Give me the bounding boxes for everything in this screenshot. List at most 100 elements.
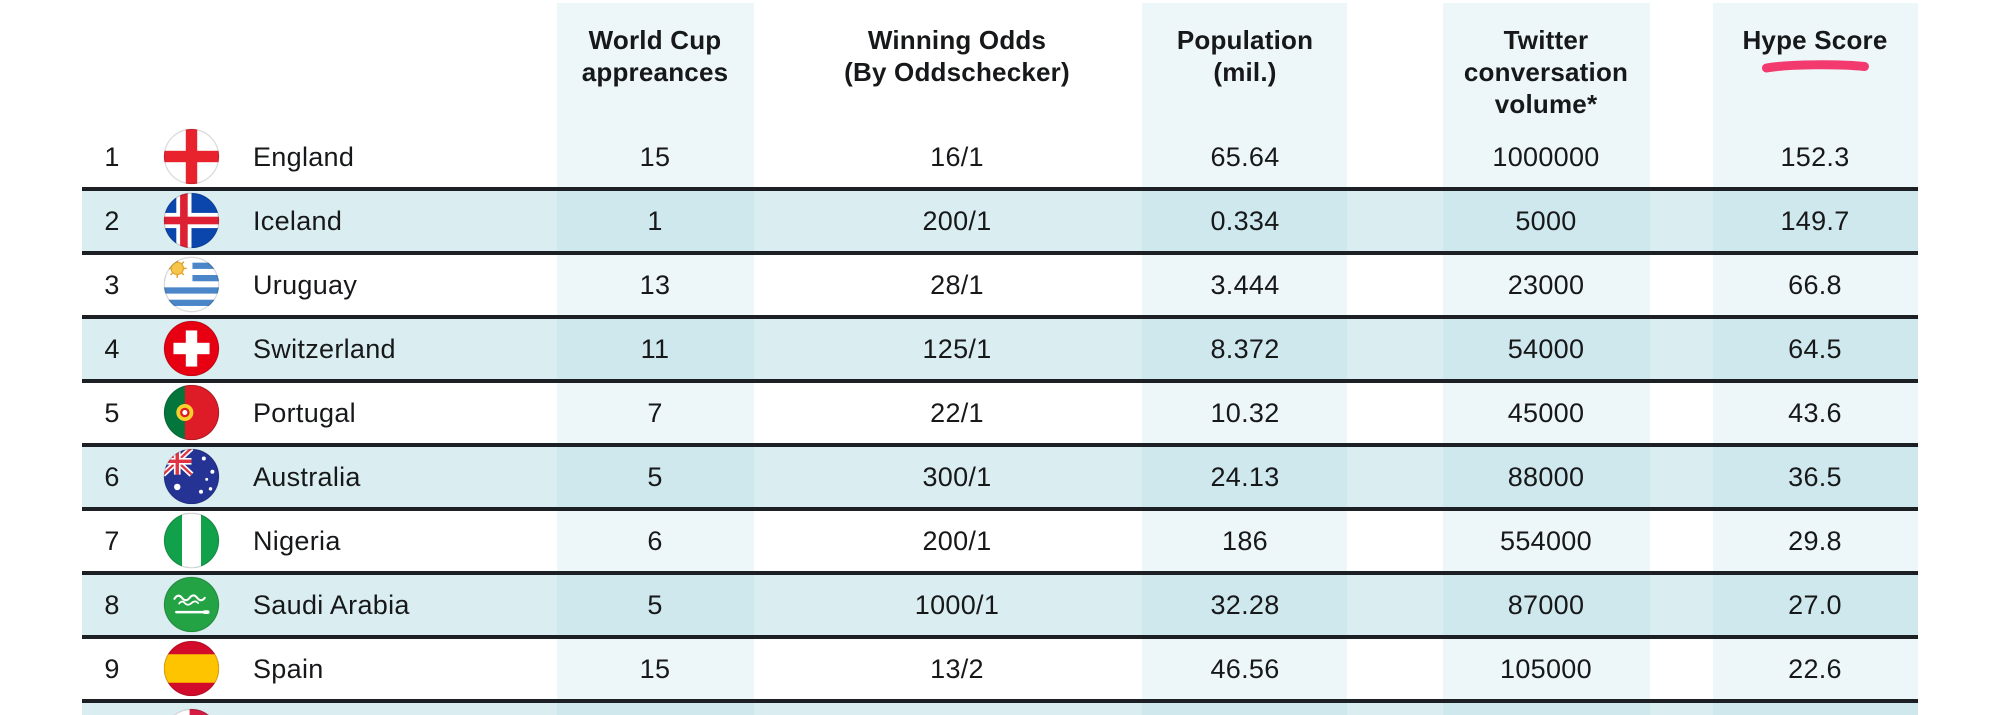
appearances-value: 15 <box>639 654 671 684</box>
rank-number: 3 <box>104 270 120 300</box>
appearances-value: 15 <box>639 142 671 172</box>
column-header-hype: Hype Score <box>1742 24 1887 74</box>
odds-value: 125/1 <box>922 334 992 364</box>
country-name: Australia <box>253 462 361 492</box>
country-name: England <box>253 142 355 172</box>
rank-number <box>82 703 142 715</box>
odds-value: 22/1 <box>930 398 984 428</box>
hype-value: 152.3 <box>1780 142 1850 172</box>
portugal-flag-icon <box>163 384 220 441</box>
twitter-value: 54000 <box>1507 334 1585 364</box>
header-line: Twitter <box>1503 25 1589 55</box>
header-line: Population <box>1176 25 1314 55</box>
population-value <box>1145 703 1345 715</box>
column-header-twitter: Twitter conversation volume* <box>1464 24 1628 120</box>
column-stripe-twitter <box>1443 3 1650 715</box>
rank-number: 5 <box>104 398 120 428</box>
twitter-value <box>1446 703 1646 715</box>
header-line: conversation <box>1463 57 1629 87</box>
rank-number: 8 <box>104 590 120 620</box>
hype-value <box>1715 703 1915 715</box>
england-flag-icon <box>163 128 220 185</box>
hype-value: 36.5 <box>1788 462 1842 492</box>
uruguay-flag-icon <box>163 256 220 313</box>
hype-value: 27.0 <box>1788 590 1842 620</box>
population-value: 186 <box>1222 526 1268 556</box>
odds-value: 16/1 <box>930 142 984 172</box>
hype-value: 149.7 <box>1780 206 1850 236</box>
twitter-value: 105000 <box>1500 654 1592 684</box>
twitter-value: 5000 <box>1515 206 1577 236</box>
odds-value: 200/1 <box>922 526 992 556</box>
odds-value: 1000/1 <box>914 590 1000 620</box>
appearances-value: 5 <box>647 590 663 620</box>
rank-number: 9 <box>104 654 120 684</box>
header-line: (By Oddschecker) <box>844 57 1070 87</box>
table-row: 1 England 15 16/1 65.64 1000000 152.3 <box>82 127 1918 191</box>
appearances-value: 11 <box>640 334 670 364</box>
hype-value: 64.5 <box>1788 334 1842 364</box>
country-name: Spain <box>253 654 324 684</box>
pink-marker-underline <box>1761 60 1869 73</box>
column-header-population: Population (mil.) <box>1177 24 1313 88</box>
population-value: 3.444 <box>1210 270 1280 300</box>
header-line: appreances <box>581 57 729 87</box>
table-row: 4 Switzerland 11 125/1 8.372 54000 64.5 <box>82 319 1918 383</box>
rank-number: 4 <box>104 334 120 364</box>
rank-number: 2 <box>104 206 120 236</box>
population-value: 10.32 <box>1210 398 1280 428</box>
header-line: Winning Odds <box>867 25 1047 55</box>
appearances-value: 1 <box>647 206 663 236</box>
population-value: 65.64 <box>1210 142 1280 172</box>
table-row: 7 Nigeria 6 200/1 186 554000 29.8 <box>82 511 1918 575</box>
table-row: 6 Australia 5 300/1 24.13 88000 <box>82 447 1918 511</box>
table-body: 1 England 15 16/1 65.64 1000000 152.3 2 … <box>82 127 1918 715</box>
header-line: volume* <box>1494 89 1598 119</box>
switzerland-flag-icon <box>163 320 220 377</box>
population-value: 46.56 <box>1210 654 1280 684</box>
column-stripe-population <box>1142 3 1347 715</box>
twitter-value: 45000 <box>1507 398 1585 428</box>
population-value: 8.372 <box>1210 334 1280 364</box>
white-red-partial-flag-icon <box>163 708 220 715</box>
appearances-value <box>555 703 755 715</box>
saudi-arabia-flag-icon <box>163 576 220 633</box>
header-line: Hype Score <box>1742 25 1888 55</box>
hype-value: 66.8 <box>1788 270 1842 300</box>
country-name: Iceland <box>253 206 343 236</box>
appearances-value: 7 <box>647 398 663 428</box>
rank-number: 6 <box>104 462 120 492</box>
appearances-value: 5 <box>647 462 663 492</box>
country-name: Switzerland <box>253 334 396 364</box>
header-line: World Cup <box>588 25 722 55</box>
column-header-odds: Winning Odds (By Oddschecker) <box>844 24 1070 88</box>
country-name: Nigeria <box>253 526 341 556</box>
table-row: 5 Portugal 7 22/1 10.32 45000 43.6 <box>82 383 1918 447</box>
iceland-flag-icon <box>163 192 220 249</box>
twitter-value: 554000 <box>1500 526 1592 556</box>
twitter-value: 87000 <box>1507 590 1585 620</box>
twitter-value: 23000 <box>1507 270 1585 300</box>
australia-flag-icon <box>163 448 220 505</box>
spain-flag-icon <box>163 640 220 697</box>
appearances-value: 13 <box>639 270 671 300</box>
country-name: Saudi Arabia <box>253 590 410 620</box>
twitter-value: 1000000 <box>1492 142 1600 172</box>
hype-value: 22.6 <box>1788 654 1842 684</box>
odds-value: 300/1 <box>922 462 992 492</box>
odds-value: 13/2 <box>930 654 984 684</box>
odds-value: 28/1 <box>930 270 984 300</box>
rank-number: 1 <box>104 142 120 172</box>
odds-value: 200/1 <box>922 206 992 236</box>
table-row: 3 Uruguay 13 28/1 3.444 23000 66.8 <box>82 255 1918 319</box>
table-row: 8 Saudi Arabia 5 1000/1 32.28 87000 27.0 <box>82 575 1918 639</box>
column-stripe-appearances <box>557 3 754 715</box>
population-value: 24.13 <box>1210 462 1280 492</box>
header-line: (mil.) <box>1213 57 1277 87</box>
odds-value <box>857 703 1057 715</box>
rank-number: 7 <box>104 526 120 556</box>
appearances-value: 6 <box>647 526 663 556</box>
table-row <box>82 703 1918 715</box>
table-row: 2 Iceland 1 200/1 0.334 5000 149.7 <box>82 191 1918 255</box>
